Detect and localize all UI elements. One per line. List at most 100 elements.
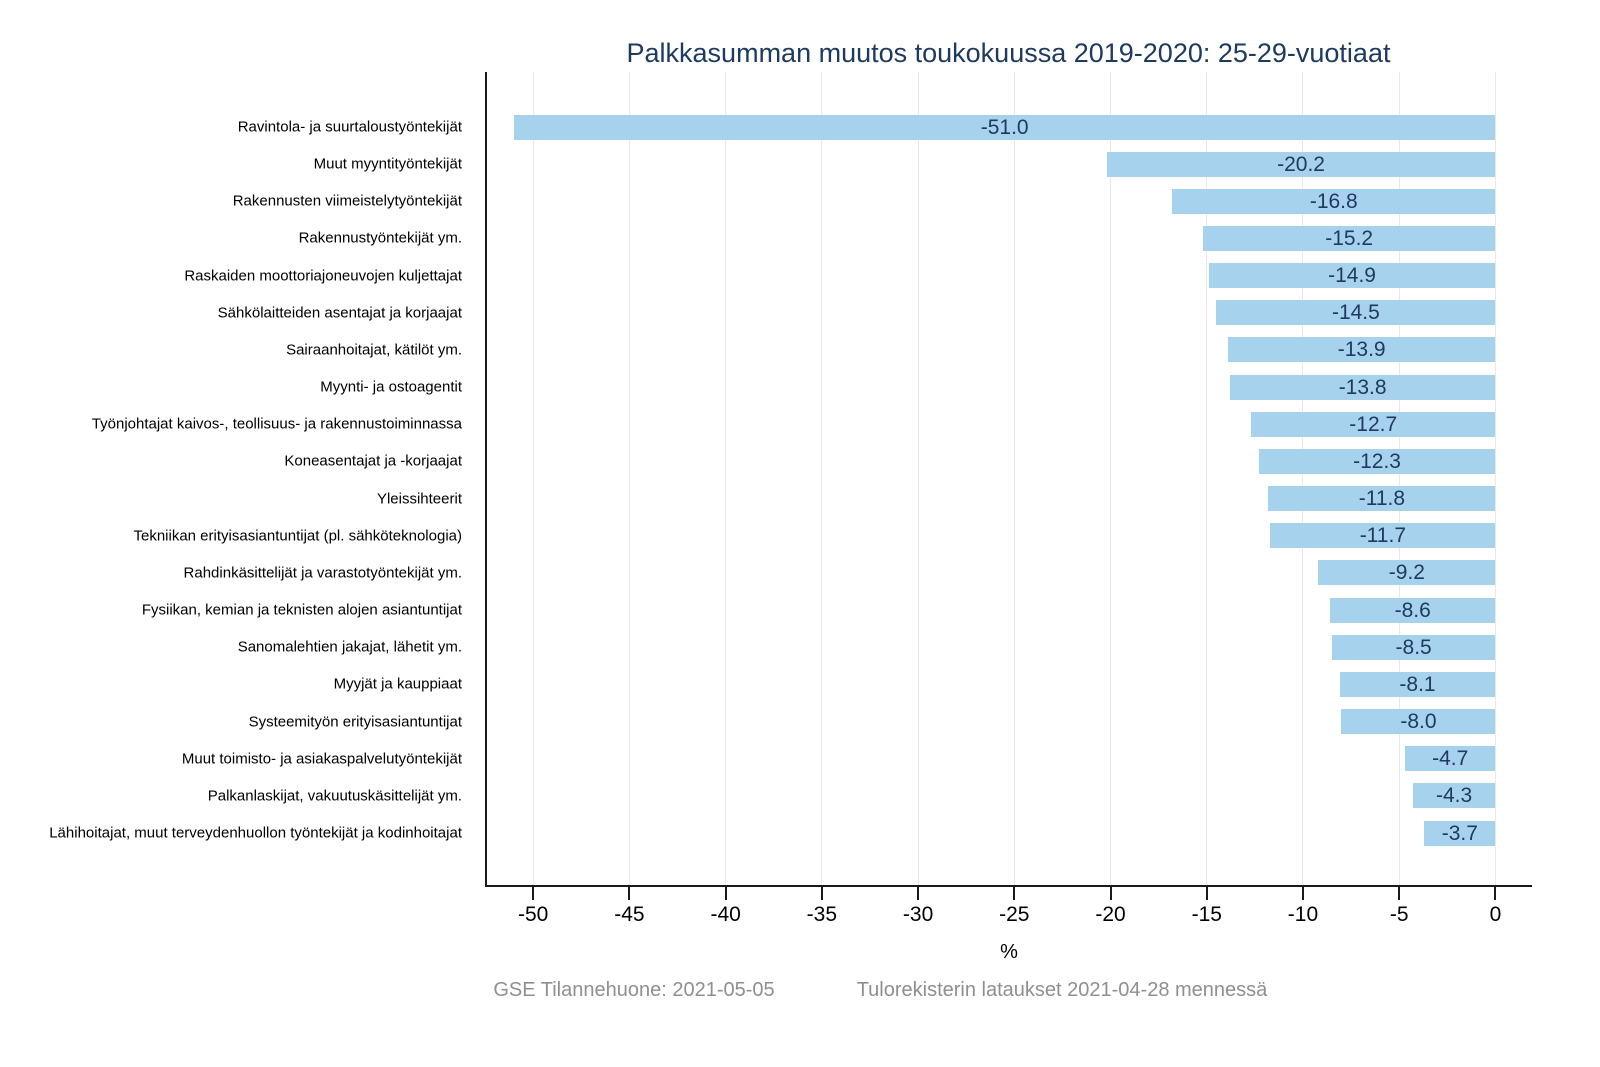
bar — [1318, 560, 1496, 586]
bar-value-label: -51.0 — [980, 115, 1029, 139]
category-label: Tekniikan erityisasiantuntijat (pl. sähk… — [133, 527, 462, 545]
bar — [1331, 634, 1496, 660]
bar-value-label: -8.6 — [1394, 598, 1431, 622]
gridline — [725, 72, 727, 885]
x-tick-label: -35 — [806, 903, 838, 926]
plot-area: -51.0 -20.2 -16.8 -15.2 -14.9 -14.5 -13.9 -13.8… — [485, 72, 1532, 887]
bar-value-label: -13.8 — [1338, 375, 1387, 399]
x-tick-label: -25 — [999, 903, 1030, 926]
bar — [1424, 820, 1496, 846]
category-label: Muut toimisto- ja asiakaspalvelutyönteki… — [181, 750, 462, 768]
x-axis-tick — [1494, 887, 1497, 900]
bar-value-label: -12.3 — [1353, 449, 1401, 473]
x-axis-tick — [1205, 887, 1208, 900]
category-label: Lähihoitajat, muut terveydenhuollon työn… — [49, 824, 462, 842]
bar — [513, 114, 1496, 140]
gridline — [917, 72, 919, 885]
x-tick-label: -5 — [1389, 903, 1409, 926]
bar-value-label: -11.7 — [1359, 524, 1406, 548]
gridline — [1494, 72, 1496, 885]
bar-value-label: -14.9 — [1328, 264, 1376, 288]
bar — [1329, 597, 1496, 623]
footer-source-right: Tulorekisterin lataukset 2021-04-28 menn… — [856, 979, 1268, 1001]
bar — [1172, 188, 1496, 214]
gridline — [532, 72, 534, 885]
category-label: Rakennustyöntekijät ym. — [298, 229, 462, 247]
gridline — [1206, 72, 1208, 885]
category-label: Raskaiden moottoriajoneuvojen kuljettaja… — [184, 267, 462, 285]
category-label: Sairaanhoitajat, kätilöt ym. — [286, 341, 462, 359]
category-label: Ravintola- ja suurtaloustyöntekijät — [237, 118, 462, 136]
x-tick-label: -40 — [710, 903, 741, 926]
category-label: Työnjohtajat kaivos-, teollisuus- ja rak… — [91, 415, 462, 433]
bar — [1251, 411, 1496, 437]
bar — [1208, 263, 1496, 289]
x-axis-tick — [1013, 887, 1016, 900]
bar-value-label: -12.7 — [1349, 412, 1398, 436]
bar-value-label: -8.5 — [1395, 635, 1432, 659]
x-tick-label: 0 — [1489, 903, 1502, 926]
bar — [1106, 151, 1496, 177]
x-axis-tick — [724, 887, 727, 900]
bar-value-label: -4.7 — [1432, 747, 1469, 771]
bar — [1412, 783, 1496, 809]
x-tick-label: -20 — [1095, 903, 1126, 926]
bar — [1341, 709, 1496, 735]
category-label: Muut myyntityöntekijät — [313, 155, 462, 173]
x-axis-tick — [1109, 887, 1112, 900]
category-label: Rahdinkäsittelijät ja varastotyöntekijät… — [183, 564, 462, 582]
x-tick-label: -10 — [1287, 903, 1319, 926]
x-tick-label: -45 — [614, 903, 645, 926]
category-label: Sanomalehtien jakajat, lähetit ym. — [237, 638, 462, 656]
bar-value-label: -14.5 — [1331, 301, 1380, 325]
bar — [1229, 374, 1496, 400]
category-label: Myyjät ja kauppiaat — [333, 675, 462, 693]
gridline — [1302, 72, 1304, 885]
bar-value-label: -3.7 — [1441, 821, 1478, 845]
category-label: Koneasentajat ja -korjaajat — [284, 452, 462, 470]
category-label: Myynti- ja ostoagentit — [320, 378, 462, 396]
x-axis-tick — [1398, 887, 1401, 900]
gridline — [1013, 72, 1015, 885]
bar — [1268, 486, 1496, 512]
x-axis-tick — [532, 887, 535, 900]
x-axis-tick — [628, 887, 631, 900]
gridline — [1110, 72, 1112, 885]
category-label: Sähkölaitteiden asentajat ja korjaajat — [217, 304, 462, 322]
bar-value-label: -13.9 — [1337, 338, 1386, 362]
category-label: Fysiikan, kemian ja teknisten alojen asi… — [141, 601, 462, 619]
x-axis-label: % — [1000, 941, 1018, 963]
bar-value-label: -11.8 — [1358, 487, 1406, 511]
bar-value-label: -8.0 — [1400, 710, 1437, 734]
x-tick-label: -50 — [518, 903, 549, 926]
bar-value-label: -20.2 — [1277, 152, 1325, 176]
bar — [1270, 523, 1496, 549]
bar — [1216, 300, 1496, 326]
bar — [1258, 448, 1496, 474]
category-label: Yleissihteerit — [376, 490, 462, 508]
category-axis: Ravintola- ja suurtaloustyöntekijät Muut … — [0, 72, 462, 885]
category-label: Palkanlaskijat, vakuutuskäsittelijät ym. — [207, 787, 462, 805]
chart-title: Palkkasumman muutos toukokuussa 2019-202… — [626, 38, 1391, 68]
bar — [1202, 225, 1496, 251]
category-label: Rakennusten viimeistelytyöntekijät — [232, 192, 462, 210]
footer-source-left: GSE Tilannehuone: 2021-05-05 — [493, 979, 775, 1001]
bar-value-label: -4.3 — [1435, 784, 1473, 808]
x-axis-tick — [917, 887, 920, 900]
bar — [1339, 671, 1496, 697]
gridline — [821, 72, 823, 885]
gridline — [1398, 72, 1400, 885]
bar — [1227, 337, 1496, 363]
x-tick-label: -15 — [1191, 903, 1222, 926]
x-tick-label: -30 — [902, 903, 934, 926]
x-axis-tick — [820, 887, 823, 900]
bar-value-label: -16.8 — [1309, 189, 1358, 213]
gridline — [628, 72, 630, 885]
bar-value-label: -15.2 — [1325, 226, 1374, 250]
category-label: Systeemityön erityisasiantuntijat — [248, 713, 462, 731]
bar — [1404, 746, 1496, 772]
bar-value-label: -9.2 — [1388, 561, 1425, 585]
bar-value-label: -8.1 — [1399, 672, 1436, 696]
x-axis-tick — [1301, 887, 1304, 900]
